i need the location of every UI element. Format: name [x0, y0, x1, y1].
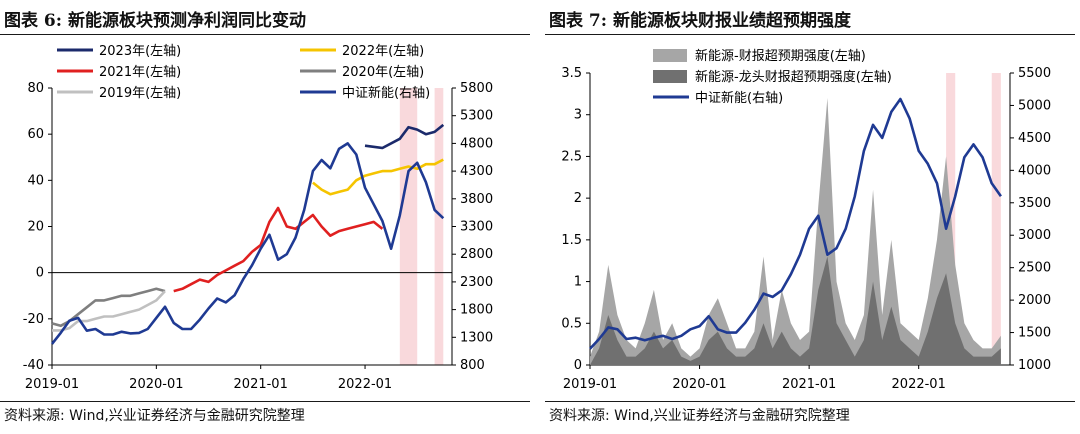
right-chart-panel: 图表 7: 新能源板块财报业绩超预期强度 0 0.5 1 1.5 2 2.5 3 3.5 100…	[545, 0, 1075, 434]
left-y-tick-label: 0	[574, 358, 582, 373]
right-title-rule	[545, 34, 1075, 35]
right-y-tick-label: 1000	[1018, 358, 1051, 373]
right-source-rule	[545, 401, 1075, 402]
left-title-rule	[0, 34, 530, 35]
shaded-window-0	[399, 88, 418, 365]
right-y-tick-label: 2300	[460, 275, 493, 290]
left-y-tick-label: -40	[23, 358, 44, 373]
legend-label-0: 新能源-财报超预期强度(左轴)	[695, 48, 866, 64]
right-y-tick-label: 4500	[1018, 131, 1051, 146]
right-y-tick-label: 3000	[1018, 228, 1051, 243]
legend-label-5: 中证新能(右轴)	[342, 85, 430, 101]
right-y-tick-label: 4000	[1018, 163, 1051, 178]
x-tick-label: 2021-01	[782, 377, 836, 392]
x-tick-label: 2020-01	[129, 377, 183, 392]
right-y-tick-label: 800	[460, 358, 485, 373]
series-line-0	[364, 123, 445, 150]
legend-label-4: 2019年(左轴)	[99, 86, 181, 101]
left-y-tick-label: 3	[574, 108, 582, 123]
right-chart-title: 图表 7: 新能源板块财报业绩超预期强度	[549, 11, 851, 31]
x-tick-label: 2022-01	[892, 377, 946, 392]
series-area-1	[590, 256, 1001, 365]
shaded-window-1	[991, 73, 1001, 365]
series-line-5	[50, 142, 445, 345]
left-source-rule	[0, 401, 530, 402]
right-y-tick-label: 2500	[1018, 261, 1051, 276]
right-y-tick-label: 3500	[1018, 196, 1051, 211]
right-y-tick-label: 5500	[1018, 66, 1051, 81]
right-y-tick-label: 2800	[460, 247, 493, 262]
series-line-2	[173, 206, 384, 293]
left-y-tick-label: 2	[574, 191, 582, 206]
right-y-tick-label: 3800	[460, 192, 493, 207]
series-line-2	[589, 97, 1002, 350]
left-y-tick-label: 2.5	[561, 149, 582, 164]
left-y-tick-label: 40	[27, 173, 44, 188]
right-y-tick-label: 2000	[1018, 293, 1051, 308]
right-chart-svg: 0 0.5 1 1.5 2 2.5 3 3.5 1000 1500 2000 2500 3000 3500…	[561, 48, 1051, 392]
left-chart-title: 图表 6: 新能源板块预测净利润同比变动	[4, 11, 306, 31]
left-y-tick-label: 1	[574, 275, 582, 290]
right-y-tick-label: 5300	[460, 109, 493, 124]
left-y-tick-label: 3.5	[561, 66, 582, 81]
x-tick-label: 2022-01	[338, 377, 392, 392]
right-y-tick-label: 4300	[460, 164, 493, 179]
series-line-4	[52, 290, 166, 332]
x-tick-label: 2019-01	[25, 377, 79, 392]
left-source-note: 资料来源: Wind,兴业证券经济与金融研究院整理	[4, 408, 305, 424]
right-y-tick-label: 1500	[1018, 326, 1051, 341]
legend-label-1: 新能源-龙头财报超预期强度(左轴)	[695, 69, 892, 85]
right-y-tick-label: 5800	[460, 81, 493, 96]
right-y-tick-label: 1300	[460, 330, 493, 345]
legend-label-2: 中证新能(右轴)	[695, 90, 783, 106]
legend-label-2: 2021年(左轴)	[99, 65, 181, 80]
x-tick-label: 2020-01	[672, 377, 726, 392]
legend-label-0: 2023年(左轴)	[99, 44, 181, 59]
legend-swatch-0	[653, 49, 687, 62]
left-y-tick-label: 60	[27, 127, 44, 142]
x-tick-label: 2019-01	[563, 377, 617, 392]
right-y-tick-label: 3300	[460, 220, 493, 235]
left-y-tick-label: 1.5	[561, 233, 582, 248]
right-source-note: 资料来源: Wind,兴业证券经济与金融研究院整理	[549, 408, 850, 424]
left-y-tick-label: 0.5	[561, 316, 582, 331]
left-y-tick-label: -20	[23, 312, 44, 327]
x-tick-label: 2021-01	[234, 377, 288, 392]
right-y-tick-label: 1800	[460, 303, 493, 318]
left-y-tick-label: 0	[36, 266, 44, 281]
left-y-tick-label: 20	[27, 220, 44, 235]
right-y-tick-label: 5000	[1018, 98, 1051, 113]
left-chart-svg: -40 -20 0 20 40 60 80 800 1300 1800 2300 2800 3300 38…	[23, 44, 493, 392]
legend-label-3: 2020年(左轴)	[342, 65, 424, 80]
right-y-tick-label: 4800	[460, 136, 493, 151]
series-line-1	[312, 158, 444, 196]
left-y-tick-label: 80	[27, 81, 44, 96]
left-chart-panel: 图表 6: 新能源板块预测净利润同比变动 -40 -20 0 20 40 60 80 800 1…	[0, 0, 530, 434]
shaded-window-1	[434, 88, 444, 365]
legend-label-1: 2022年(左轴)	[342, 44, 424, 59]
legend-swatch-1	[653, 70, 687, 83]
